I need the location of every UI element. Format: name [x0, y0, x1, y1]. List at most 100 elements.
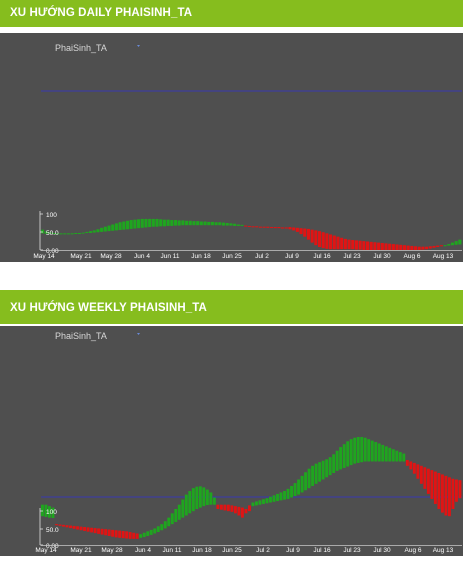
- bar-up: [92, 230, 96, 233]
- x-tick-label: Jul 9: [286, 547, 300, 554]
- bar-up: [140, 218, 144, 228]
- bar-down: [90, 527, 94, 533]
- bar-down: [430, 470, 434, 499]
- bar-down: [428, 246, 432, 249]
- bar-down: [413, 246, 418, 250]
- daily-panel-header: XU HƯỚNG DAILY PHAISINH_TA: [0, 0, 463, 27]
- bar-down: [306, 228, 310, 240]
- bar-down: [321, 232, 325, 249]
- bar-up: [177, 504, 181, 520]
- bar-up: [163, 521, 167, 529]
- bar-down: [62, 524, 65, 527]
- bar-up: [450, 242, 455, 246]
- bar-up: [162, 219, 166, 227]
- bar-up: [207, 221, 211, 226]
- bar-down: [432, 245, 436, 248]
- bar-up: [160, 524, 164, 531]
- bar-up: [321, 460, 325, 480]
- bar-down: [332, 235, 336, 250]
- legend-dropdown-icon[interactable]: [137, 333, 140, 335]
- bar-down: [281, 227, 285, 229]
- bar-down: [343, 238, 347, 250]
- bar-down: [111, 529, 115, 537]
- bar-up: [332, 454, 336, 473]
- bar-up: [63, 233, 67, 235]
- bar-up: [293, 483, 297, 497]
- bar-up: [59, 233, 63, 235]
- x-tick-label: May 14: [33, 253, 55, 260]
- bar-up: [209, 492, 213, 505]
- bar-up: [314, 463, 318, 484]
- bar-down: [58, 524, 62, 526]
- bar-up: [144, 218, 148, 228]
- x-tick-label: Jul 30: [373, 253, 391, 260]
- bar-down: [380, 242, 384, 250]
- bar-up: [335, 450, 339, 471]
- bar-up: [81, 232, 85, 234]
- bar-down: [266, 226, 270, 228]
- bar-up: [236, 224, 240, 226]
- bar-down: [454, 479, 458, 502]
- bar-up: [262, 499, 265, 504]
- bar-up: [148, 218, 152, 228]
- bar-up: [181, 499, 185, 518]
- bar-up: [218, 222, 222, 226]
- bar-down: [416, 464, 420, 479]
- bar-down: [86, 527, 90, 532]
- bar-down: [284, 227, 288, 229]
- bar-up: [184, 494, 188, 516]
- bar-down: [230, 505, 234, 512]
- legend-dropdown-icon[interactable]: [137, 45, 140, 47]
- bar-up: [77, 232, 82, 234]
- bar-down: [402, 245, 406, 250]
- bar-up: [111, 224, 115, 231]
- x-tick-label: Aug 13: [433, 253, 454, 260]
- bar-up: [155, 218, 159, 227]
- bar-down: [447, 477, 451, 517]
- bar-up: [202, 487, 206, 507]
- legend-label: PhaiSinh_TA: [55, 331, 107, 341]
- bar-up: [44, 231, 48, 234]
- x-tick-label: May 14: [35, 547, 57, 554]
- x-tick-label: Jul 30: [373, 547, 391, 554]
- y-tick-label: 100: [46, 212, 57, 219]
- bar-down: [421, 246, 425, 250]
- bar-up: [137, 219, 141, 229]
- bar-down: [83, 527, 87, 531]
- bar-down: [317, 231, 322, 248]
- bar-down: [262, 226, 266, 228]
- bar-down: [135, 533, 139, 539]
- bar-up: [325, 459, 329, 478]
- bar-down: [423, 467, 427, 489]
- bar-down: [104, 529, 108, 536]
- bar-up: [300, 475, 304, 493]
- bar-up: [167, 517, 171, 527]
- bar-down: [118, 530, 122, 538]
- bar-up: [381, 444, 385, 462]
- bar-down: [410, 245, 414, 250]
- bar-down: [288, 227, 292, 230]
- bar-up: [196, 221, 200, 226]
- bar-down: [336, 236, 340, 250]
- bar-down: [93, 528, 97, 534]
- bar-down: [340, 237, 344, 250]
- bar-up: [70, 233, 74, 235]
- bar-down: [436, 245, 440, 248]
- bar-up: [214, 222, 218, 226]
- bar-down: [310, 229, 314, 243]
- x-tick-label: Jul 16: [313, 547, 331, 554]
- bar-down: [314, 230, 318, 246]
- bar-down: [251, 226, 255, 228]
- bar-down: [292, 227, 296, 231]
- bar-up: [290, 485, 293, 498]
- bar-down: [269, 227, 274, 229]
- y-tick-label: 100: [46, 509, 57, 516]
- bar-up: [269, 496, 272, 503]
- bar-up: [166, 219, 170, 226]
- bar-down: [395, 244, 399, 250]
- x-tick-label: Jul 23: [343, 253, 361, 260]
- bar-up: [283, 491, 286, 500]
- bar-up: [367, 439, 371, 462]
- y-tick-label: 50.0: [46, 230, 59, 237]
